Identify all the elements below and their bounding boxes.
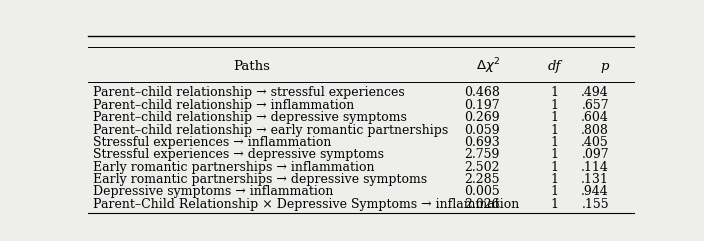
Text: .405: .405 (582, 136, 609, 149)
Text: Parent–child relationship → early romantic partnerships: Parent–child relationship → early romant… (94, 124, 448, 137)
Text: 2.759: 2.759 (465, 148, 500, 161)
Text: 1: 1 (551, 87, 558, 100)
Text: .131: .131 (582, 173, 609, 186)
Text: 2.502: 2.502 (465, 161, 500, 174)
Text: .604: .604 (582, 111, 609, 124)
Text: 2.026: 2.026 (465, 198, 500, 211)
Text: Parent–Child Relationship × Depressive Symptoms → inflammation: Parent–Child Relationship × Depressive S… (94, 198, 520, 211)
Text: 1: 1 (551, 161, 558, 174)
Text: .097: .097 (582, 148, 609, 161)
Text: .808: .808 (582, 124, 609, 137)
Text: 0.197: 0.197 (465, 99, 500, 112)
Text: .155: .155 (582, 198, 609, 211)
Text: .944: .944 (582, 185, 609, 198)
Text: 2.285: 2.285 (465, 173, 500, 186)
Text: .494: .494 (582, 87, 609, 100)
Text: Depressive symptoms → inflammation: Depressive symptoms → inflammation (94, 185, 334, 198)
Text: 0.693: 0.693 (464, 136, 500, 149)
Text: Paths: Paths (233, 60, 270, 73)
Text: 1: 1 (551, 148, 558, 161)
Text: 0.005: 0.005 (464, 185, 500, 198)
Text: 1: 1 (551, 124, 558, 137)
Text: p: p (601, 60, 609, 73)
Text: 1: 1 (551, 99, 558, 112)
Text: Parent–child relationship → inflammation: Parent–child relationship → inflammation (94, 99, 355, 112)
Text: 1: 1 (551, 198, 558, 211)
Text: Early romantic partnerships → inflammation: Early romantic partnerships → inflammati… (94, 161, 375, 174)
Text: 1: 1 (551, 185, 558, 198)
Text: 1: 1 (551, 173, 558, 186)
Text: Stressful experiences → depressive symptoms: Stressful experiences → depressive sympt… (94, 148, 384, 161)
Text: Parent–child relationship → depressive symptoms: Parent–child relationship → depressive s… (94, 111, 408, 124)
Text: Early romantic partnerships → depressive symptoms: Early romantic partnerships → depressive… (94, 173, 427, 186)
Text: $\Delta\chi^2$: $\Delta\chi^2$ (475, 56, 500, 76)
Text: .114: .114 (582, 161, 609, 174)
Text: 1: 1 (551, 136, 558, 149)
Text: 0.269: 0.269 (465, 111, 500, 124)
Text: 1: 1 (551, 111, 558, 124)
Text: 0.059: 0.059 (465, 124, 500, 137)
Text: 0.468: 0.468 (464, 87, 500, 100)
Text: df: df (548, 60, 561, 73)
Text: Stressful experiences → inflammation: Stressful experiences → inflammation (94, 136, 332, 149)
Text: Parent–child relationship → stressful experiences: Parent–child relationship → stressful ex… (94, 87, 406, 100)
Text: .657: .657 (582, 99, 609, 112)
